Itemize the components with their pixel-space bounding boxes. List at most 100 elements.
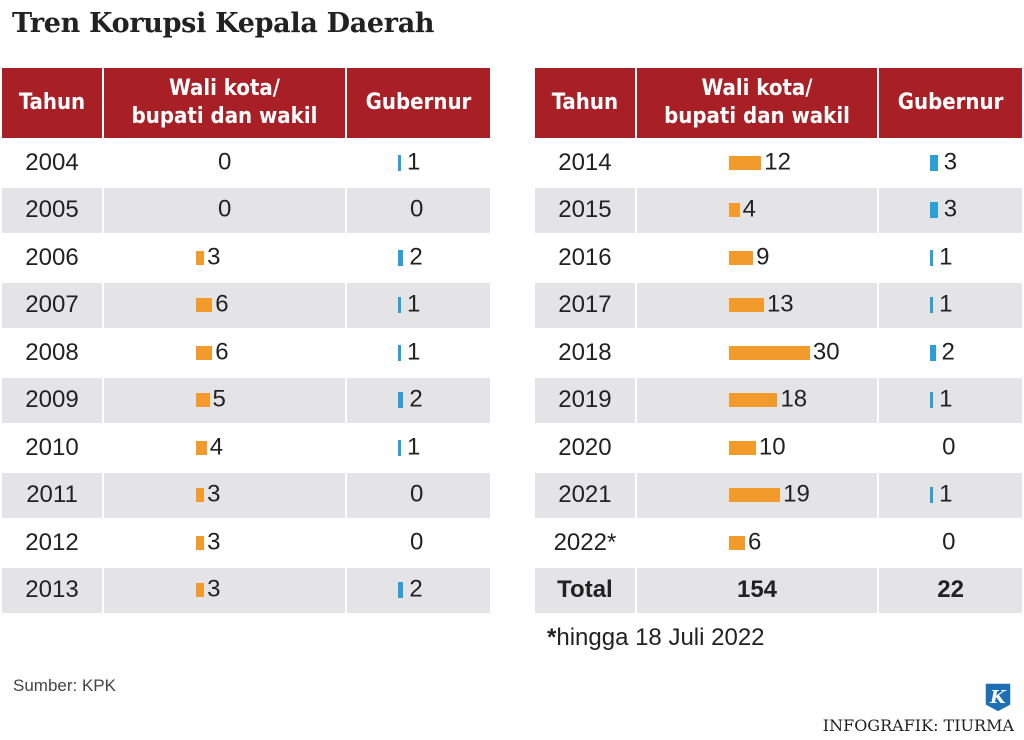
governor-value: 2 (941, 338, 955, 366)
table-row: 2021 19 1 (535, 472, 1022, 518)
governor-cell: 1 (879, 235, 1022, 281)
governor-bar (930, 392, 934, 409)
mayor-value: 3 (207, 480, 221, 508)
table-row: 2013 3 2 (2, 567, 490, 613)
mayor-cell: 10 (636, 425, 878, 471)
chart-title: Tren Korupsi Kepala Daerah (12, 8, 435, 39)
mayor-bar (196, 583, 205, 598)
mayor-value: 13 (766, 290, 794, 318)
mayor-bar (728, 298, 764, 313)
governor-bar (930, 154, 938, 171)
footnote: *hingga 18 Juli 2022 (547, 624, 765, 651)
governor-cell: 1 (347, 425, 490, 471)
mayor-cell: 13 (636, 282, 878, 328)
year-cell: 2019 (535, 377, 635, 423)
source-label: Sumber: KPK (13, 676, 116, 695)
governor-cell: 1 (879, 472, 1022, 518)
year-cell: 2013 (2, 567, 102, 613)
mayor-value: 3 (207, 243, 221, 271)
governor-cell: 2 (879, 330, 1022, 376)
year-cell: 2007 (2, 282, 102, 328)
year-cell: 2006 (2, 235, 102, 281)
year-cell: 2015 (535, 187, 635, 233)
governor-value: 1 (939, 480, 953, 508)
mayor-cell: 0 (104, 187, 345, 233)
governor-value: 1 (407, 290, 421, 318)
mayor-cell: 30 (636, 330, 878, 376)
mayor-bar (196, 345, 213, 360)
mayor-cell: 3 (104, 472, 345, 518)
governor-bar (930, 487, 934, 504)
table-row: 2012 3 0 (2, 520, 490, 566)
year-cell: 2022* (535, 520, 635, 566)
governor-bar (930, 297, 934, 314)
mayor-value: 5 (212, 385, 226, 413)
governor-value: 2 (409, 575, 423, 603)
governor-cell: 0 (879, 520, 1022, 566)
table-row: 2018 30 2 (535, 330, 1022, 376)
table-row: 2011 3 0 (2, 472, 490, 518)
mayor-bar (728, 440, 756, 455)
mayor-cell: 19 (636, 472, 878, 518)
mayor-cell: 12 (636, 140, 878, 186)
credit-label: INFOGRAFIK: TIURMA (822, 716, 1014, 735)
governor-value: 3 (943, 195, 958, 223)
mayor-value: 4 (209, 433, 224, 461)
table-row: 2004 0 1 (2, 140, 490, 186)
governor-value: 1 (939, 243, 953, 271)
data-table-right: Tahun Wali kota/bupati dan wakil Gubernu… (533, 66, 1024, 615)
mayor-value: 6 (215, 338, 229, 366)
governor-value: 0 (410, 195, 424, 223)
mayor-value: 9 (756, 243, 770, 271)
table-row: 2007 6 1 (2, 282, 490, 328)
table-row: 2009 5 2 (2, 377, 490, 423)
mayor-cell: 3 (104, 235, 345, 281)
governor-value: 1 (407, 338, 421, 366)
governor-cell: 2 (347, 235, 490, 281)
mayor-bar (728, 250, 754, 265)
mayor-bar (196, 535, 205, 550)
header-mayor: Wali kota/bupati dan wakil (636, 68, 878, 138)
mayor-value: 10 (758, 433, 786, 461)
mayor-value: 0 (218, 195, 232, 223)
governor-cell: 1 (879, 282, 1022, 328)
governor-value: 2 (409, 243, 423, 271)
year-cell: 2010 (2, 425, 102, 471)
table-row: 2008 6 1 (2, 330, 490, 376)
governor-value: 3 (943, 148, 958, 176)
governor-bar (398, 154, 401, 171)
governor-bar (398, 249, 404, 266)
mayor-value: 12 (764, 148, 791, 176)
logo-letter: K (989, 687, 1007, 708)
governor-value: 0 (410, 480, 424, 508)
mayor-bar (196, 440, 207, 455)
mayor-cell: 4 (104, 425, 345, 471)
governor-cell: 0 (347, 520, 490, 566)
mayor-cell: 9 (636, 235, 878, 281)
governor-value: 1 (407, 433, 421, 461)
governor-cell: 1 (347, 330, 490, 376)
table-row: 2005 0 0 (2, 187, 490, 233)
governor-value: 0 (942, 528, 956, 556)
mayor-bar (728, 155, 762, 170)
governor-bar (930, 249, 934, 266)
governor-cell: 2 (347, 377, 490, 423)
mayor-cell: 3 (104, 520, 345, 566)
table-row: 2017 13 1 (535, 282, 1022, 328)
governor-value: 0 (410, 528, 424, 556)
governor-cell: 2 (347, 567, 490, 613)
governor-cell: 1 (347, 140, 490, 186)
mayor-value: 18 (780, 385, 808, 413)
mayor-bar (728, 345, 810, 360)
mayor-bar (196, 393, 210, 408)
header-year: Tahun (2, 68, 102, 138)
data-table-left: Tahun Wali kota/bupati dan wakil Gubernu… (0, 66, 492, 615)
governor-bar (398, 439, 401, 456)
mayor-bar (728, 488, 781, 503)
mayor-bar (728, 203, 740, 218)
mayor-bar (196, 298, 213, 313)
total-mayor-value: 154 (636, 567, 878, 613)
mayor-cell: 6 (636, 520, 878, 566)
governor-bar (398, 344, 401, 361)
governor-cell: 1 (347, 282, 490, 328)
